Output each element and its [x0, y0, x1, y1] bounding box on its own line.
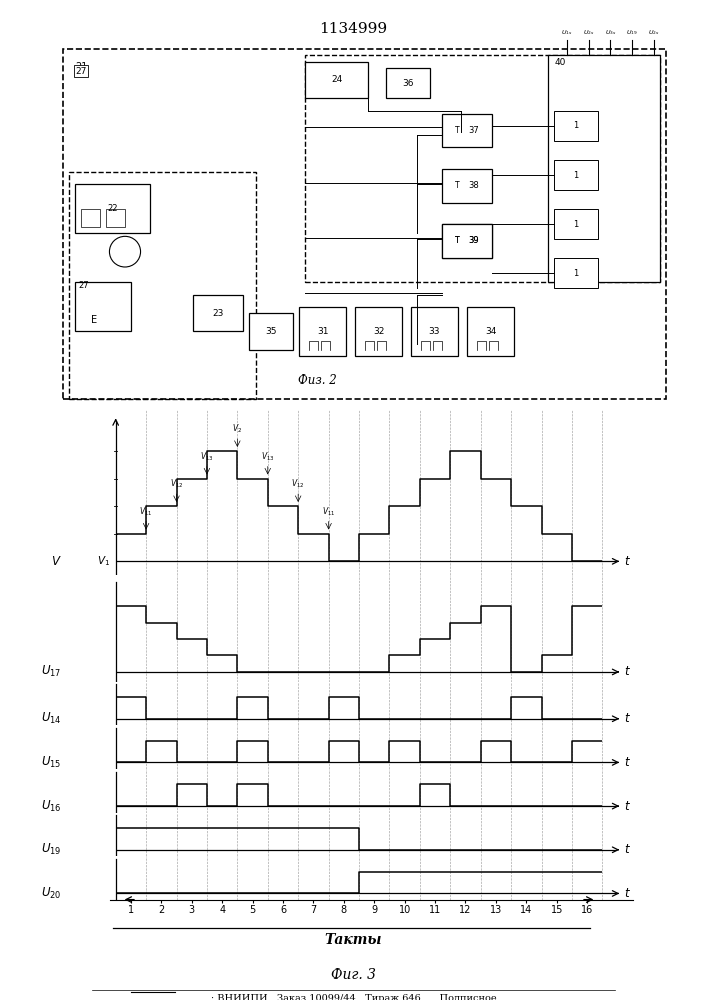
Bar — [194, 295, 243, 331]
Text: $U_{20}$: $U_{20}$ — [41, 886, 62, 901]
Text: $U_{1s}$: $U_{1s}$ — [561, 28, 573, 37]
Text: $U_{2s}$: $U_{2s}$ — [583, 28, 595, 37]
Text: 39: 39 — [468, 236, 479, 245]
Text: $V_2$: $V_2$ — [233, 423, 243, 435]
Bar — [305, 62, 368, 98]
Text: $V$: $V$ — [51, 555, 62, 568]
Text: Такты: Такты — [325, 933, 382, 947]
Bar — [75, 184, 150, 233]
Text: Физ. 2: Физ. 2 — [298, 374, 337, 387]
Text: $V_1$: $V_1$ — [96, 554, 110, 568]
Text: 1: 1 — [573, 269, 579, 278]
Text: T: T — [455, 126, 460, 135]
Text: 1: 1 — [573, 170, 579, 180]
Text: $V_{13}$: $V_{13}$ — [261, 450, 274, 463]
Bar — [355, 307, 402, 356]
Text: $U_{14}$: $U_{14}$ — [41, 711, 62, 726]
Text: $U_{19}$: $U_{19}$ — [626, 28, 638, 37]
Bar — [554, 111, 598, 141]
Text: $V_{12}$: $V_{12}$ — [291, 478, 305, 490]
Bar — [250, 313, 293, 350]
Text: · ВНИИПИ   Заказ 10099/44   Тираж 646      Подписное: · ВНИИПИ Заказ 10099/44 Тираж 646 Подпис… — [211, 994, 496, 1000]
Text: $t$: $t$ — [624, 887, 631, 900]
Text: 27: 27 — [75, 67, 86, 76]
Bar — [411, 307, 458, 356]
Text: 31: 31 — [317, 327, 328, 336]
Bar — [443, 169, 492, 203]
Text: $V_{12}$: $V_{12}$ — [170, 478, 183, 490]
Text: 22: 22 — [107, 204, 118, 213]
Bar — [554, 258, 598, 288]
Text: $V_{13}$: $V_{13}$ — [200, 450, 214, 463]
Text: $t$: $t$ — [624, 756, 631, 769]
Bar — [443, 224, 492, 258]
Text: $V_{11}$: $V_{11}$ — [322, 505, 335, 518]
Text: 40: 40 — [554, 58, 566, 67]
Text: T: T — [455, 236, 460, 245]
Bar — [106, 209, 125, 227]
Bar — [75, 282, 132, 331]
Text: T: T — [455, 236, 460, 245]
Text: $t$: $t$ — [624, 800, 631, 813]
Text: 38: 38 — [468, 181, 479, 190]
Text: $t$: $t$ — [624, 665, 631, 678]
Bar — [299, 307, 346, 356]
Text: E: E — [90, 315, 97, 325]
Text: $U_{19}$: $U_{19}$ — [41, 842, 62, 857]
Text: 1: 1 — [573, 121, 579, 130]
Text: 21: 21 — [75, 62, 88, 72]
Text: 39: 39 — [468, 236, 479, 245]
Text: 37: 37 — [468, 126, 479, 135]
Text: $U_{17}$: $U_{17}$ — [41, 664, 62, 679]
Bar — [443, 114, 492, 147]
Text: Фиг. 3: Фиг. 3 — [331, 968, 376, 982]
Text: $U_{2s}$: $U_{2s}$ — [648, 28, 660, 37]
Bar — [305, 55, 660, 282]
Text: $t$: $t$ — [624, 555, 631, 568]
Text: $t$: $t$ — [624, 843, 631, 856]
Text: 35: 35 — [265, 327, 277, 336]
Text: 23: 23 — [213, 308, 224, 318]
Bar — [554, 160, 598, 190]
Bar — [81, 209, 100, 227]
Bar — [554, 209, 598, 239]
Bar — [386, 68, 430, 98]
Text: $U_{15}$: $U_{15}$ — [41, 755, 62, 770]
Text: 33: 33 — [428, 327, 440, 336]
Bar — [69, 172, 256, 399]
Text: 27: 27 — [78, 281, 89, 290]
Text: T: T — [455, 181, 460, 190]
Text: 34: 34 — [485, 327, 496, 336]
Text: 1: 1 — [573, 220, 579, 229]
Text: 1134999: 1134999 — [320, 22, 387, 36]
Bar — [548, 55, 660, 282]
Text: $t$: $t$ — [624, 712, 631, 725]
Text: $V_{11}$: $V_{11}$ — [139, 505, 153, 518]
Text: $U_{3s}$: $U_{3s}$ — [604, 28, 616, 37]
Text: 24: 24 — [331, 75, 342, 84]
Text: 36: 36 — [402, 79, 414, 88]
Text: 32: 32 — [373, 327, 384, 336]
Bar — [467, 307, 514, 356]
Text: $U_{16}$: $U_{16}$ — [41, 799, 62, 814]
Bar — [443, 224, 492, 258]
